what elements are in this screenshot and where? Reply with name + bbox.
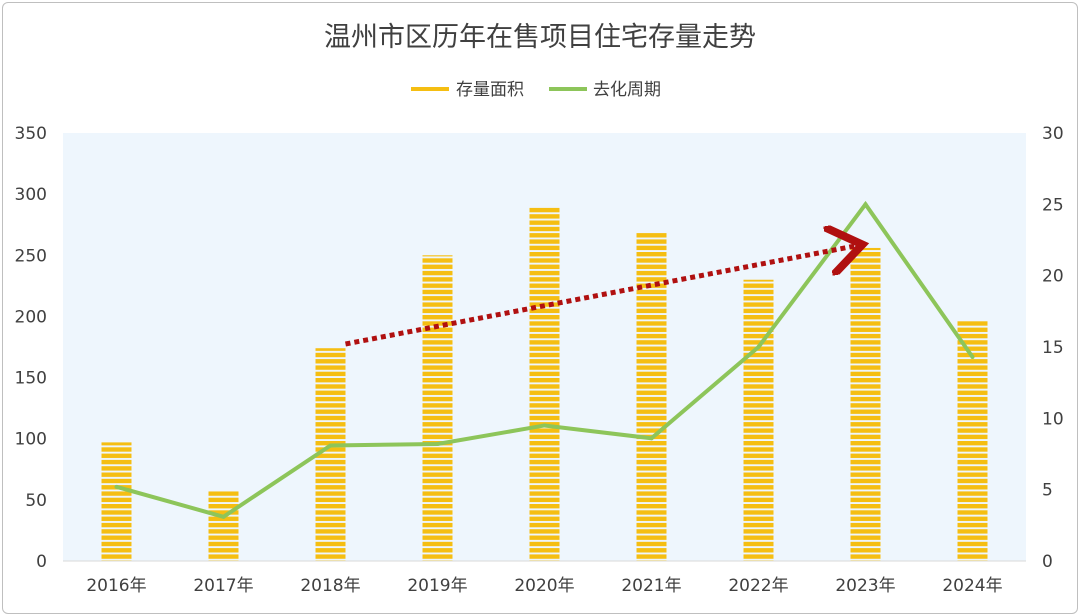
right-y-axis: 0 5 10 15 20 25 30 bbox=[1042, 124, 1064, 572]
x-axis-category-label: 2018年 bbox=[300, 576, 360, 596]
legend-item-stock-area[interactable]: 存量面积 bbox=[411, 80, 524, 100]
left-y-axis: 0 50 100 150 200 250 300 350 bbox=[15, 124, 47, 572]
bar-2022年[interactable] bbox=[743, 279, 774, 561]
line-point-2019年[interactable] bbox=[435, 442, 440, 447]
x-axis-category-label: 2023年 bbox=[835, 576, 895, 596]
x-axis-category-label: 2020年 bbox=[514, 576, 574, 596]
bar-series-stock-area bbox=[101, 206, 988, 562]
line-point-2022年[interactable] bbox=[756, 345, 761, 349]
right-axis-tick-label: 5 bbox=[1042, 481, 1053, 501]
right-axis-tick-label: 10 bbox=[1042, 409, 1064, 429]
line-point-2021年[interactable] bbox=[649, 436, 654, 441]
line-point-2016年[interactable] bbox=[114, 484, 119, 489]
left-axis-tick-label: 0 bbox=[36, 552, 47, 572]
x-axis-category-label: 2016年 bbox=[86, 576, 146, 596]
bar-2021年[interactable] bbox=[636, 232, 667, 561]
left-axis-tick-label: 300 bbox=[15, 185, 47, 205]
right-axis-tick-label: 25 bbox=[1042, 195, 1064, 215]
line-point-2024年[interactable] bbox=[970, 354, 975, 359]
trend-arrow bbox=[345, 246, 858, 347]
line-point-2020年[interactable] bbox=[542, 423, 547, 428]
bar-2018年[interactable] bbox=[315, 348, 346, 561]
x-axis-category-label: 2021年 bbox=[621, 576, 681, 596]
left-axis-tick-label: 150 bbox=[15, 369, 47, 389]
right-axis-tick-label: 0 bbox=[1042, 552, 1053, 572]
line-point-2023年[interactable] bbox=[863, 202, 868, 207]
legend-label-absorption-period: 去化周期 bbox=[593, 80, 661, 100]
bar-2017年[interactable] bbox=[208, 491, 239, 561]
left-axis-tick-label: 50 bbox=[25, 491, 47, 511]
bar-2019年[interactable] bbox=[422, 255, 453, 562]
right-axis-tick-label: 20 bbox=[1042, 267, 1064, 287]
x-axis: 2016年 2017年 2018年 2019年 2020年 2021年 2022年 2023年… bbox=[63, 560, 1026, 596]
legend-item-absorption-period[interactable]: 去化周期 bbox=[549, 80, 661, 100]
bar-2020年[interactable] bbox=[529, 206, 560, 561]
left-axis-tick-label: 250 bbox=[15, 246, 47, 266]
bar-2016年[interactable] bbox=[101, 442, 132, 561]
right-axis-tick-label: 15 bbox=[1042, 338, 1064, 358]
bar-2024年[interactable] bbox=[957, 320, 988, 561]
x-axis-category-label: 2024年 bbox=[942, 576, 1002, 596]
bar-2023年[interactable] bbox=[850, 247, 881, 561]
legend: 存量面积 去化周期 bbox=[411, 80, 661, 100]
left-axis-tick-label: 200 bbox=[15, 307, 47, 327]
left-axis-tick-label: 100 bbox=[15, 430, 47, 450]
x-axis-category-label: 2017年 bbox=[193, 576, 253, 596]
legend-label-stock-area: 存量面积 bbox=[456, 80, 524, 100]
line-point-2018年[interactable] bbox=[328, 443, 333, 448]
left-axis-tick-label: 350 bbox=[15, 124, 47, 144]
x-axis-category-label: 2019年 bbox=[407, 576, 467, 596]
trend-arrow-annotation bbox=[345, 246, 858, 347]
right-axis-tick-label: 30 bbox=[1042, 124, 1064, 144]
line-point-2017年[interactable] bbox=[221, 514, 226, 519]
x-axis-category-label: 2022年 bbox=[728, 576, 788, 596]
chart-title: 温州市区历年在售项目住宅存量走势 bbox=[324, 22, 756, 53]
